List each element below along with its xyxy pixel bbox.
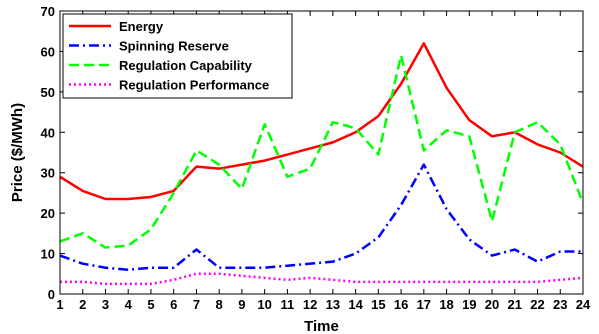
x-tick-label: 16 (394, 297, 408, 312)
x-tick-label: 10 (257, 297, 271, 312)
x-tick-label: 21 (508, 297, 522, 312)
x-tick-label: 1 (56, 297, 63, 312)
legend-label: Energy (119, 19, 164, 34)
x-tick-label: 2 (79, 297, 86, 312)
series-line-regulation-capability (59, 54, 585, 249)
x-axis-label: Time (304, 318, 339, 334)
x-tick-label: 19 (462, 297, 476, 312)
series-layer (59, 42, 585, 286)
x-tick-label: 13 (326, 297, 340, 312)
y-tick-label: 20 (41, 206, 55, 221)
x-tick-label: 11 (281, 297, 295, 312)
x-tick-label: 14 (348, 297, 363, 312)
x-tick-label: 15 (371, 297, 385, 312)
legend: Energy Spinning Reserve Regulation Capabil… (62, 13, 293, 99)
y-tick-label: 50 (41, 85, 55, 100)
legend-label: Spinning Reserve (119, 39, 229, 54)
x-tick-label: 12 (303, 297, 317, 312)
x-tick-label: 3 (102, 297, 109, 312)
x-tick-label: 7 (193, 297, 200, 312)
x-tick-label: 17 (417, 297, 431, 312)
x-tick-label: 4 (125, 297, 133, 312)
y-tick-label: 70 (41, 4, 55, 19)
y-tick-label: 0 (48, 287, 55, 302)
x-tick-label: 24 (576, 297, 591, 312)
legend-box (62, 13, 293, 99)
plot-frame (59, 10, 584, 295)
y-tick-label: 40 (41, 125, 55, 140)
series-line-spinning-reserve (59, 163, 583, 271)
legend-label: Regulation Capability (119, 58, 253, 73)
x-tick-label: 9 (238, 297, 245, 312)
y-tick-label: 10 (41, 247, 55, 262)
x-tick-label: 5 (147, 297, 154, 312)
x-tick-label: 23 (553, 297, 567, 312)
x-tick-label: 6 (170, 297, 177, 312)
x-tick-label: 22 (530, 297, 544, 312)
series-line-regulation-performance (60, 272, 584, 286)
x-tick-label: 18 (439, 297, 453, 312)
legend-label: Regulation Performance (119, 78, 269, 93)
y-tick-label: 30 (41, 166, 55, 181)
y-tick-label: 60 (41, 44, 55, 59)
x-tick-label: 8 (216, 297, 223, 312)
y-axis-label: Price ($/MWh) (9, 103, 26, 202)
x-tick-label: 20 (485, 297, 499, 312)
ticks-layer: 1 2 3 4 5 6 7 8 9 10 11 12 13 14 15 16 17 18 19 20 21 22 23 240… (41, 4, 591, 312)
